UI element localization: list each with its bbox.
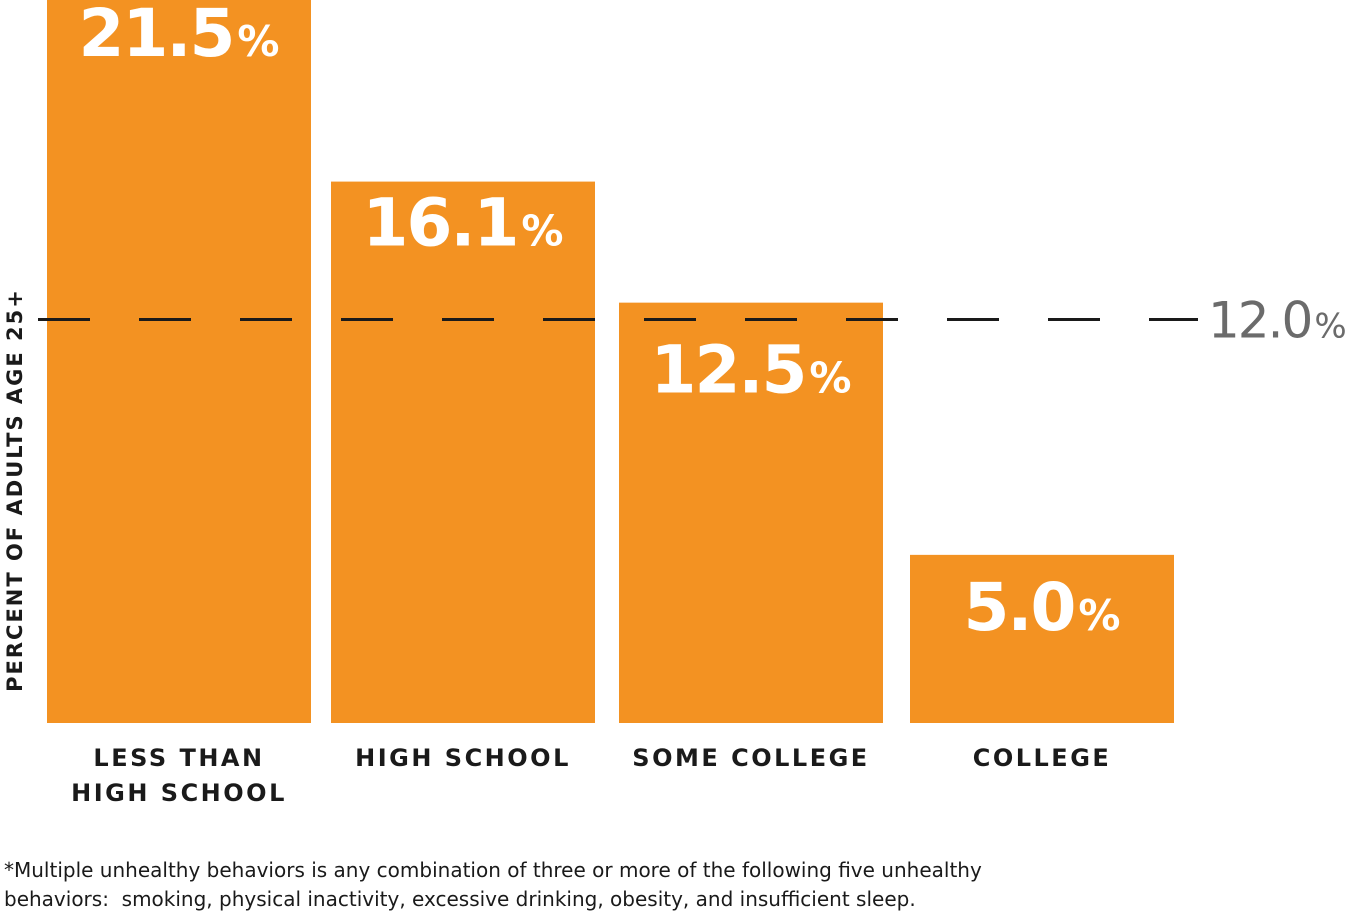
footnote-line-1: *Multiple unhealthy behaviors is any com… <box>4 858 982 882</box>
category-label-2-line-1: HIGH SCHOOL <box>355 744 571 772</box>
bar-value-label-4: 5.0% <box>963 569 1120 646</box>
bar-value-label-2: 16.1% <box>363 185 564 262</box>
bar-value-label-3: 12.5% <box>651 332 852 409</box>
reference-line-label: 12.0% <box>1208 291 1347 349</box>
footnote-line-2: behaviors: smoking, physical inactivity,… <box>4 887 916 911</box>
bar-value-unit: % <box>237 17 279 66</box>
bar-2 <box>331 181 595 723</box>
bar-value-unit: % <box>1078 591 1120 640</box>
bar-value-unit: % <box>809 354 851 403</box>
category-label-1-line-2: HIGH SCHOOL <box>71 779 287 807</box>
reference-value-unit: % <box>1314 306 1346 346</box>
category-label-1-line-1: LESS THAN <box>93 744 264 772</box>
category-labels-group: LESS THAN HIGH SCHOOL HIGH SCHOOL SOME COLL… <box>71 744 1112 807</box>
bar-1 <box>47 0 311 723</box>
bar-value-number: 12.5 <box>651 332 806 409</box>
reference-line-group: 12.0% <box>38 291 1347 349</box>
footnote: *Multiple unhealthy behaviors is any com… <box>4 856 1304 914</box>
bar-4 <box>910 554 1174 723</box>
bar-value-number: 5.0 <box>963 569 1074 646</box>
category-label-3-line-1: SOME COLLEGE <box>632 744 869 772</box>
bar-value-number: 21.5 <box>79 0 234 72</box>
bar-value-unit: % <box>521 207 563 256</box>
reference-value-number: 12.0 <box>1208 291 1311 349</box>
bars-group: 21.5%16.1%12.5%5.0% <box>47 0 1174 723</box>
bar-value-number: 16.1 <box>363 185 518 262</box>
bar-3 <box>619 302 883 723</box>
category-label-4-line-1: COLLEGE <box>973 744 1112 772</box>
bar-value-label-1: 21.5% <box>79 0 280 72</box>
y-axis-label: PERCENT OF ADULTS AGE 25+ <box>3 288 27 692</box>
